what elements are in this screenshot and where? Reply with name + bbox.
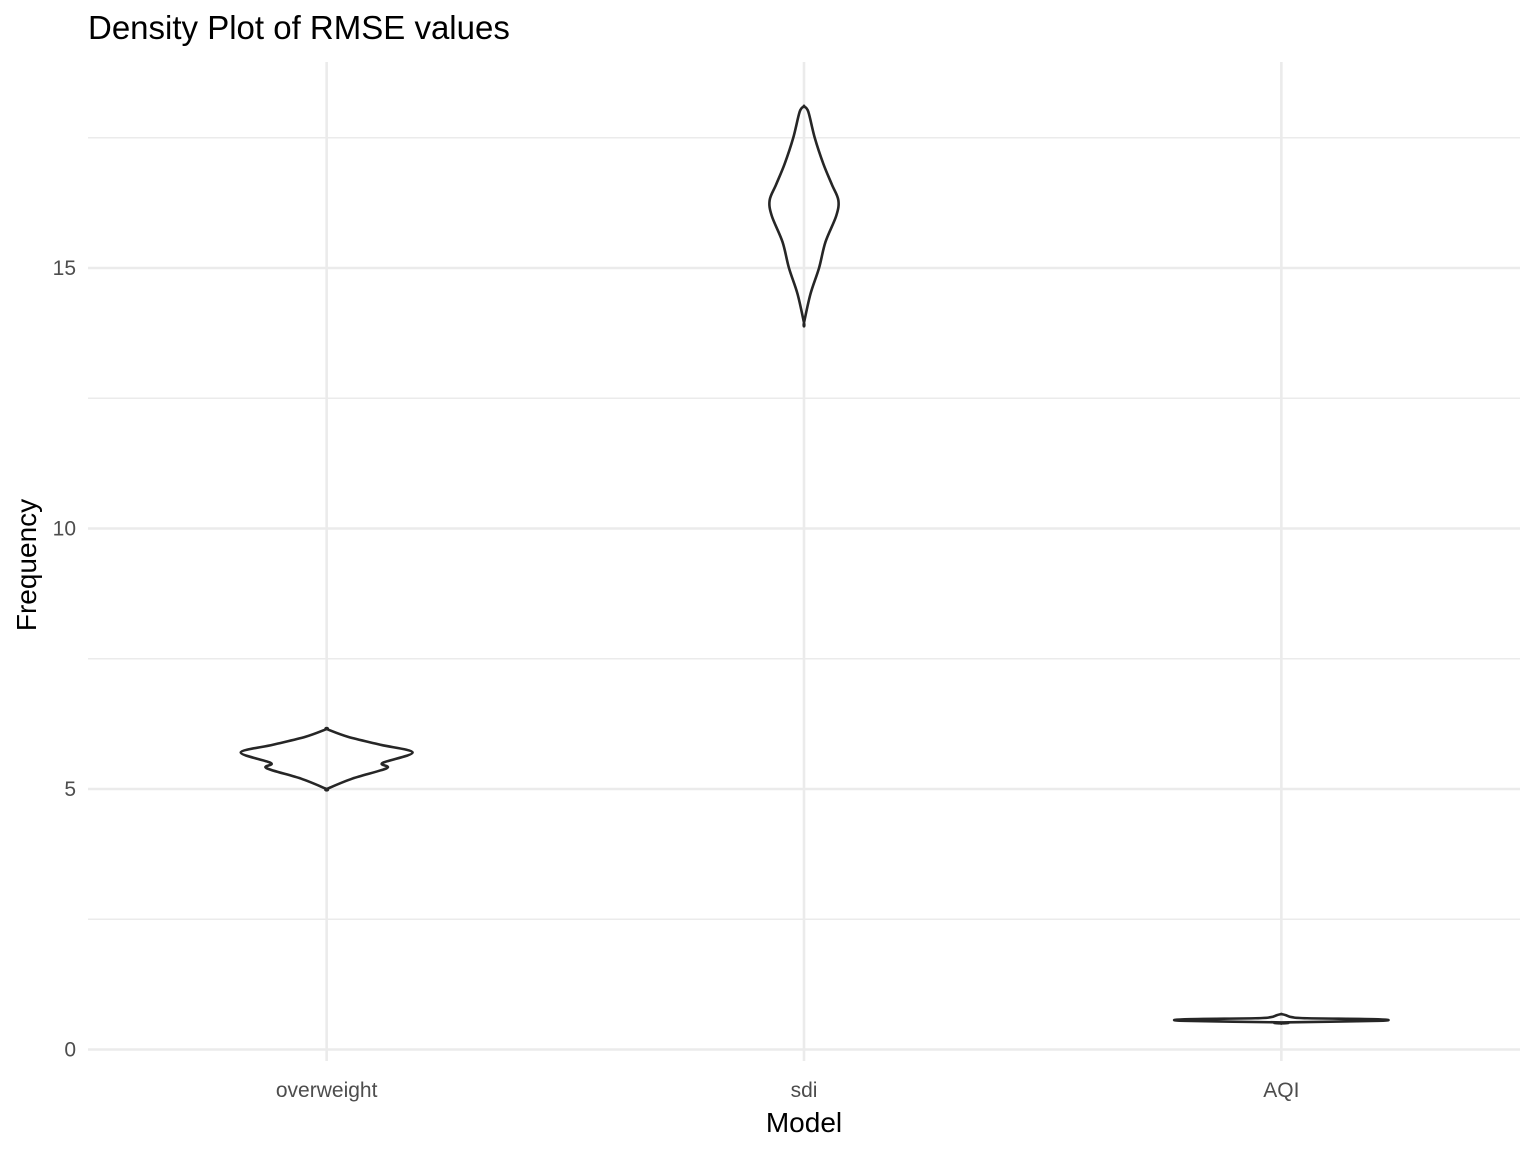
chart-title: Density Plot of RMSE values [88, 9, 510, 46]
x-axis-title: Model [766, 1107, 842, 1138]
violin-sdi [768, 104, 840, 328]
y-tick-label: 10 [53, 518, 76, 541]
x-tick-label: AQI [1263, 1079, 1299, 1102]
violin-overweight [239, 726, 414, 792]
y-axis-title: Frequency [11, 499, 42, 631]
violins [239, 104, 1390, 1025]
y-tick-label: 15 [53, 257, 76, 280]
violin-aqi [1172, 1012, 1390, 1025]
x-tick-label: sdi [791, 1079, 818, 1102]
y-tick-label: 0 [64, 1039, 76, 1062]
y-tick-label: 5 [64, 778, 76, 801]
x-tick-label: overweight [276, 1079, 378, 1102]
tick-labels: 0 5 10 15 overweight sdi AQI [53, 257, 1300, 1102]
grid [88, 62, 1520, 1061]
